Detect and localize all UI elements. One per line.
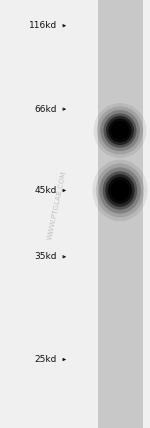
Ellipse shape [103, 171, 137, 210]
Ellipse shape [106, 116, 134, 145]
Ellipse shape [94, 103, 146, 158]
Text: 116kd: 116kd [29, 21, 57, 30]
Ellipse shape [113, 124, 127, 137]
Ellipse shape [92, 160, 148, 221]
Ellipse shape [111, 121, 129, 140]
Ellipse shape [113, 183, 127, 198]
Text: 25kd: 25kd [35, 355, 57, 364]
Text: 66kd: 66kd [34, 104, 57, 114]
Ellipse shape [100, 110, 140, 151]
Ellipse shape [99, 167, 141, 214]
Ellipse shape [97, 107, 143, 155]
Bar [98, 0, 142, 428]
Ellipse shape [111, 180, 129, 201]
Ellipse shape [105, 174, 135, 207]
Ellipse shape [96, 163, 144, 217]
Ellipse shape [108, 177, 132, 204]
Text: 45kd: 45kd [35, 186, 57, 195]
Text: WWW.PTGLAB.COM: WWW.PTGLAB.COM [47, 170, 67, 241]
Ellipse shape [103, 113, 136, 148]
Text: 35kd: 35kd [34, 252, 57, 262]
Ellipse shape [108, 119, 132, 143]
